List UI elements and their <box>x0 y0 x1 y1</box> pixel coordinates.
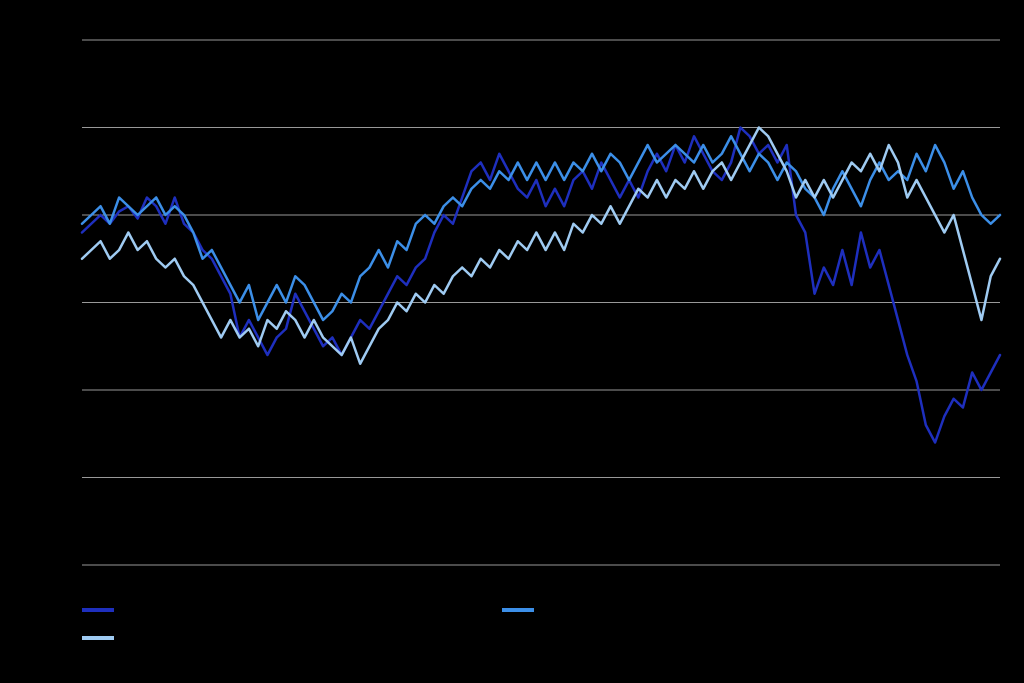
chart-background <box>0 0 1024 683</box>
chart-container <box>0 0 1024 683</box>
line-chart <box>0 0 1024 683</box>
